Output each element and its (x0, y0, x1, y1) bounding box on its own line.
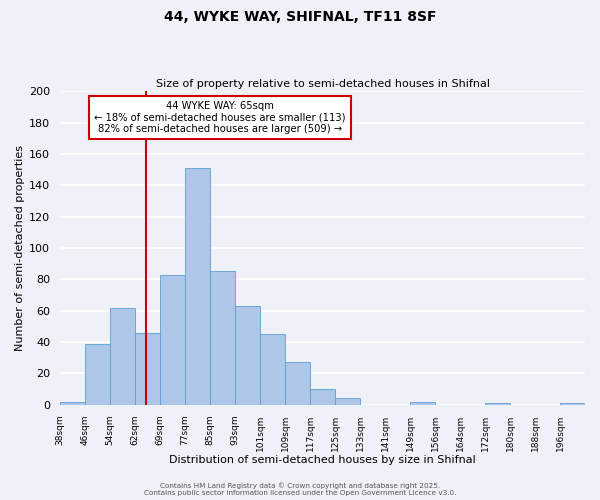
Text: 44, WYKE WAY, SHIFNAL, TF11 8SF: 44, WYKE WAY, SHIFNAL, TF11 8SF (164, 10, 436, 24)
Bar (310, 389, 335, 404)
Bar (260, 334, 285, 404)
Text: Contains public sector information licensed under the Open Government Licence v3: Contains public sector information licen… (144, 490, 456, 496)
Bar (560, 403, 585, 404)
Y-axis label: Number of semi-detached properties: Number of semi-detached properties (15, 145, 25, 351)
Text: 44 WYKE WAY: 65sqm
← 18% of semi-detached houses are smaller (113)
82% of semi-d: 44 WYKE WAY: 65sqm ← 18% of semi-detache… (94, 100, 346, 134)
Bar (410, 402, 435, 404)
Bar (485, 403, 510, 404)
Bar (185, 168, 210, 404)
Bar (235, 306, 260, 404)
X-axis label: Distribution of semi-detached houses by size in Shifnal: Distribution of semi-detached houses by … (169, 455, 476, 465)
Bar (60, 402, 85, 404)
Bar (110, 308, 135, 404)
Text: Contains HM Land Registry data © Crown copyright and database right 2025.: Contains HM Land Registry data © Crown c… (160, 482, 440, 489)
Bar (285, 362, 310, 405)
Bar (210, 272, 235, 404)
Bar (160, 274, 185, 404)
Bar (85, 344, 110, 404)
Title: Size of property relative to semi-detached houses in Shifnal: Size of property relative to semi-detach… (155, 79, 490, 89)
Bar (135, 332, 160, 404)
Bar (335, 398, 360, 404)
